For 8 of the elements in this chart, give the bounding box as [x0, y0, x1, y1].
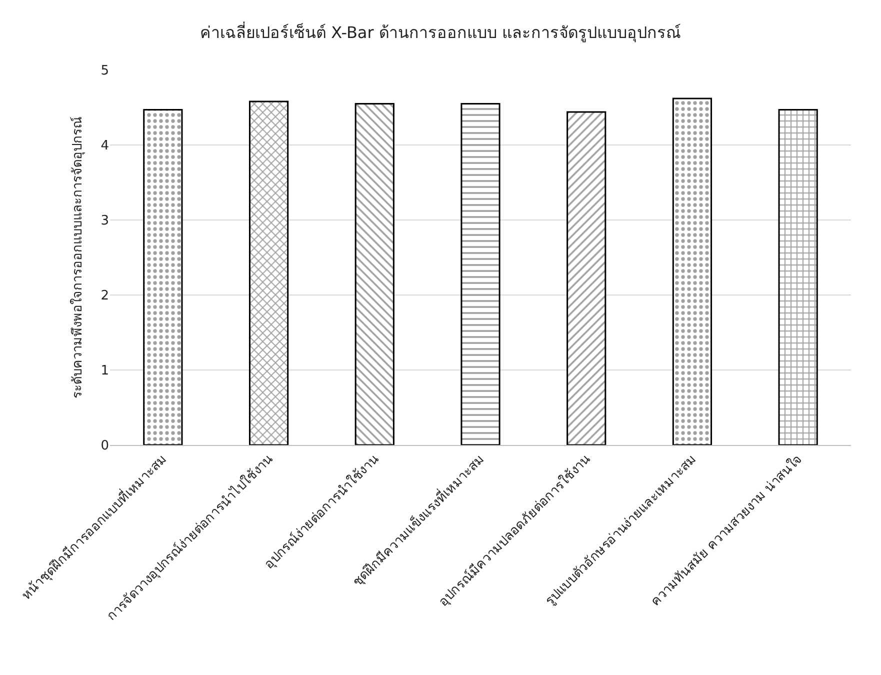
y-tick-label: 1 — [100, 364, 109, 379]
y-axis-title: ระดับความพึงพอใจการออกแบบและการจัดอุปกรณ์ — [70, 116, 86, 398]
y-tick-label: 3 — [100, 214, 109, 229]
chart-title: ค่าเฉลี่ยเปอร์เซ็นต์ X-Bar ด้านการออกแบบ และการจัดรูปแบบอุปกรณ์ — [200, 21, 681, 44]
y-tick-label: 2 — [100, 288, 109, 304]
y-tick-label: 4 — [100, 138, 109, 154]
y-tick-label: 5 — [100, 64, 109, 79]
y-tick-label: 0 — [100, 438, 109, 454]
